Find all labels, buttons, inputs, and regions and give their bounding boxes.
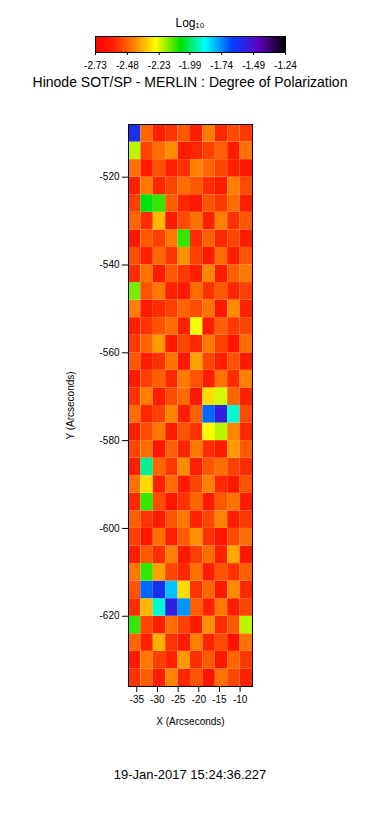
svg-text:-540: -540 <box>99 259 119 270</box>
svg-text:-1.24: -1.24 <box>274 60 297 71</box>
svg-text:-2.48: -2.48 <box>116 60 139 71</box>
html-text:Hinode SOT/SP - MERLIN : Degre: Hinode SOT/SP - MERLIN : Degree of Polar… <box>32 74 348 90</box>
svg-text:-1.49: -1.49 <box>242 60 265 71</box>
svg-text:-1.74: -1.74 <box>210 60 233 71</box>
svg-text:-560: -560 <box>99 347 119 358</box>
svg-text:X (Arcseconds): X (Arcseconds) <box>156 716 224 727</box>
svg-text:-30: -30 <box>150 694 165 705</box>
html-text:Log₁₀: Log₁₀ <box>175 16 205 30</box>
svg-text:-15: -15 <box>212 694 227 705</box>
svg-text:-580: -580 <box>99 435 119 446</box>
svg-text:-35: -35 <box>130 694 145 705</box>
svg-text:Y (Arcseconds): Y (Arcseconds) <box>65 371 76 439</box>
html-text:19-Jan-2017 15:24:36.227: 19-Jan-2017 15:24:36.227 <box>113 767 267 782</box>
svg-text:-10: -10 <box>233 694 248 705</box>
svg-text:-600: -600 <box>99 523 119 534</box>
svg-text:-1.99: -1.99 <box>178 60 201 71</box>
svg-text:-2.73: -2.73 <box>84 60 107 71</box>
svg-text:-2.23: -2.23 <box>148 60 171 71</box>
svg-text:-25: -25 <box>171 694 186 705</box>
svg-text:-20: -20 <box>192 694 207 705</box>
svg-text:-620: -620 <box>99 610 119 621</box>
svg-text:-520: -520 <box>99 171 119 182</box>
